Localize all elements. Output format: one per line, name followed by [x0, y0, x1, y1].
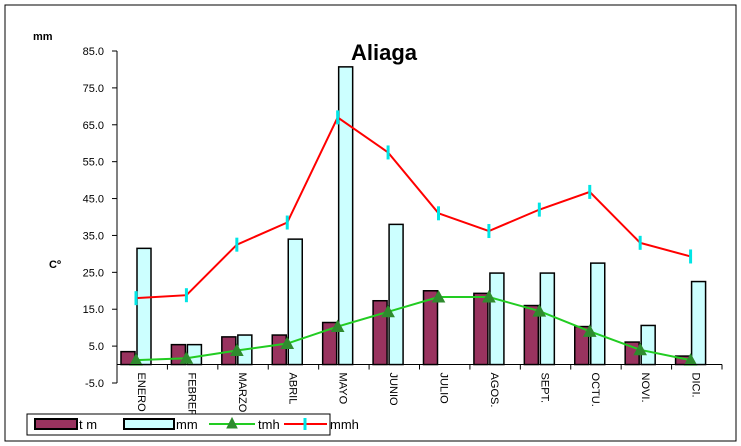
y-tick-label: 5.0 — [89, 341, 104, 353]
x-tick-label: FEBRERO — [185, 373, 197, 427]
y-unit-top: mm — [33, 31, 53, 43]
line-tmh — [135, 296, 691, 362]
y-unit-left: Cº — [49, 259, 61, 271]
x-tick-label: DICI. — [690, 373, 702, 398]
marker-tmh — [633, 342, 648, 356]
y-tick-label: 25.0 — [83, 267, 104, 279]
marker-tmh — [381, 304, 395, 318]
legend-label-mmh: mmh — [330, 417, 359, 432]
marker-tmh — [532, 304, 547, 317]
y-tick-label: 65.0 — [83, 120, 104, 132]
bar-mm — [640, 324, 656, 366]
marker-tmh — [582, 324, 597, 337]
x-tick-label: SEPT. — [538, 373, 550, 404]
y-tick-label: 75.0 — [83, 83, 104, 95]
y-tick-label: 15.0 — [83, 304, 104, 316]
legend-label-tm: t m — [79, 417, 97, 432]
x-tick-label: AGOS. — [488, 373, 500, 408]
legend-frame — [26, 413, 331, 436]
marker-tmh — [229, 343, 244, 357]
legend-swatch-tmh-marker — [226, 416, 238, 429]
bar-tm — [473, 292, 489, 366]
chart-border — [4, 4, 737, 442]
legend-label-tmh: tmh — [258, 417, 280, 432]
legend-swatch-mm — [123, 418, 175, 430]
bar-mm — [590, 262, 606, 366]
y-tick-label: 55.0 — [83, 157, 104, 169]
marker-tmh — [683, 353, 698, 366]
marker-tmh — [280, 336, 295, 350]
bar-mm — [388, 223, 404, 366]
y-axis: 85.0 75.0 65.0 55.0 45.0 35.0 25.0 15.0 5.0 -5.0 — [83, 46, 118, 390]
legend: t m mm tmh mmh — [26, 413, 359, 436]
x-tick-label: MAYO — [337, 373, 349, 405]
bar-mm — [690, 280, 707, 366]
line-mmh — [135, 115, 691, 300]
bar-tm — [271, 334, 287, 366]
chart-title: Aliaga — [351, 40, 418, 65]
legend-label-mm: mm — [176, 417, 198, 432]
x-tick-label: MARZO — [236, 373, 248, 413]
bar-mm — [337, 66, 354, 366]
x-axis: ENERO FEBRERO MARZO ABRIL MAYO JUNIO JULIO AGOS… — [116, 364, 723, 427]
x-tick-label: NOVI. — [639, 373, 651, 403]
marker-tmh — [179, 351, 194, 364]
x-tick-label: JUNIO — [387, 373, 399, 406]
x-labels: ENERO FEBRERO MARZO ABRIL MAYO JUNIO JULIO AGOS… — [135, 373, 702, 427]
marker-tmh — [129, 353, 143, 366]
lines — [129, 110, 698, 366]
bar-tm — [372, 299, 388, 366]
marker-tmh — [482, 290, 496, 303]
bar-mm — [539, 272, 556, 366]
x-tick-label: ABRIL — [286, 373, 298, 405]
y-tick-label: 45.0 — [83, 194, 104, 206]
y-tick-label: 85.0 — [83, 46, 104, 58]
bar-mm — [136, 247, 152, 366]
x-tick-label: OCTU. — [589, 373, 601, 407]
y-tick-label: 35.0 — [83, 230, 104, 242]
marker-tmh — [431, 290, 446, 303]
y-tick-label: -5.0 — [85, 378, 104, 390]
bar-mm — [489, 272, 505, 366]
x-tick-label: ENERO — [135, 373, 147, 413]
legend-swatch-tm — [34, 418, 78, 430]
marker-tmh — [330, 319, 345, 333]
x-tick-label: JULIO — [438, 373, 450, 405]
